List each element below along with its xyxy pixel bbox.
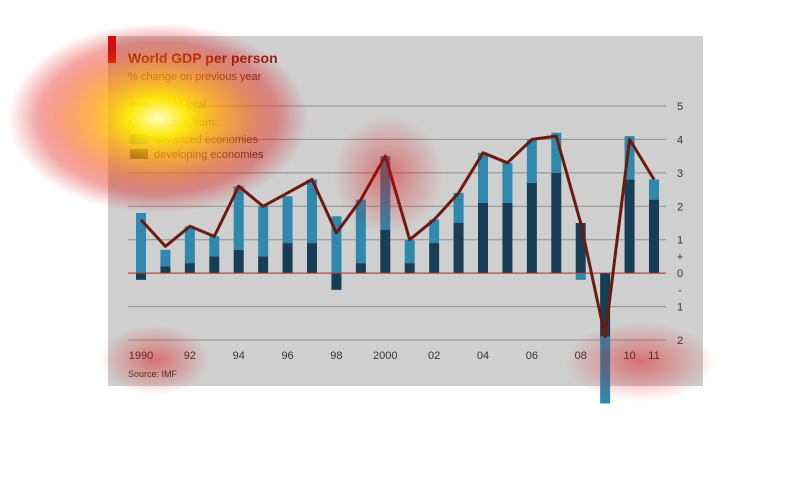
legend-world-total-label: World total <box>154 99 206 111</box>
y-tick-label: 4 <box>677 134 683 146</box>
legend-developing-label: developing economies <box>154 149 264 161</box>
bar-developing <box>551 172 562 274</box>
y-tick-label: 3 <box>677 168 683 180</box>
x-tick-label: 96 <box>281 350 293 362</box>
bar-developing <box>233 249 244 274</box>
bar-developing <box>526 182 537 274</box>
legend: World total Contribution from: advanced … <box>130 99 264 161</box>
legend-advanced-swatch <box>130 134 148 144</box>
bars <box>136 132 659 404</box>
x-tick-label: 98 <box>330 350 342 362</box>
bar-developing <box>355 263 366 274</box>
bar-advanced <box>355 199 366 264</box>
bar-developing <box>502 202 513 274</box>
bar-developing <box>209 256 220 274</box>
bar-developing <box>575 223 586 274</box>
bar-advanced <box>233 186 244 250</box>
x-tick-label: 92 <box>184 350 196 362</box>
bar-advanced <box>136 212 146 274</box>
x-tick-label: 02 <box>428 350 440 362</box>
bar-advanced <box>331 216 342 274</box>
bar-advanced <box>453 192 464 223</box>
y-tick-label: + <box>677 251 683 263</box>
x-tick-label: 06 <box>526 350 538 362</box>
bar-advanced <box>649 179 659 200</box>
x-tick-label: 2000 <box>373 350 397 362</box>
bar-advanced <box>502 162 513 203</box>
bar-advanced <box>282 196 293 244</box>
y-tick-label: 2 <box>677 201 683 213</box>
bar-developing <box>380 229 391 274</box>
x-tick-label: 08 <box>575 350 587 362</box>
bar-advanced <box>600 336 611 404</box>
y-axis-ticks: 5 4 3 2 1 +0 - 1 2 <box>677 101 683 347</box>
bar-advanced <box>404 239 415 264</box>
x-tick-label: 94 <box>233 350 245 362</box>
legend-advanced-label: advanced economies <box>154 134 258 146</box>
bar-developing <box>184 263 195 274</box>
chart-subtitle: % change on previous year <box>128 71 262 83</box>
bar-developing <box>404 263 415 274</box>
bar-developing <box>307 243 317 274</box>
bar-advanced <box>575 273 586 280</box>
bar-developing <box>331 273 342 290</box>
bar-developing <box>624 179 635 274</box>
bar-advanced <box>258 206 269 257</box>
bar-advanced <box>551 132 562 173</box>
x-axis-ticks: 1990 92 94 96 98 2000 02 04 06 08 10 11 <box>129 350 660 362</box>
chart-title: World GDP per person <box>128 50 278 66</box>
bar-advanced <box>184 226 195 264</box>
y-tick-label: 1 <box>677 235 683 247</box>
legend-developing-swatch <box>130 149 148 159</box>
bar-developing <box>649 199 659 274</box>
bar-developing <box>282 243 293 274</box>
bar-developing <box>160 266 171 274</box>
bar-developing <box>478 202 488 274</box>
x-tick-label: 11 <box>648 350 659 362</box>
y-tick-label: 0 <box>677 268 683 280</box>
source-note: Source: IMF <box>128 369 178 379</box>
bar-advanced <box>624 136 635 180</box>
x-tick-label: 1990 <box>129 350 153 362</box>
accent-tab <box>108 36 116 63</box>
y-tick-label: 2 <box>677 335 683 347</box>
bar-developing <box>429 243 440 274</box>
bar-advanced <box>526 139 537 183</box>
bar-advanced <box>478 152 488 203</box>
y-tick-label: 1 <box>677 302 683 314</box>
bar-developing <box>600 273 611 337</box>
bar-developing <box>258 256 269 274</box>
x-tick-label: 04 <box>477 350 489 362</box>
y-tick-label: - <box>678 285 682 297</box>
bar-developing <box>136 273 146 280</box>
bar-advanced <box>160 249 171 267</box>
y-tick-label: 5 <box>677 101 683 113</box>
bar-advanced <box>209 236 220 257</box>
legend-heading: Contribution from: <box>130 117 217 129</box>
bar-advanced <box>307 179 317 244</box>
x-tick-label: 10 <box>623 350 635 362</box>
bar-developing <box>453 223 464 274</box>
